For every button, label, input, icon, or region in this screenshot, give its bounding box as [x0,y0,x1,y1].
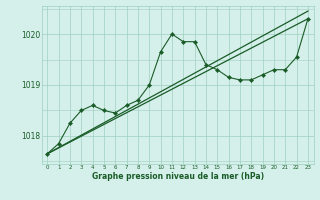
X-axis label: Graphe pression niveau de la mer (hPa): Graphe pression niveau de la mer (hPa) [92,172,264,181]
